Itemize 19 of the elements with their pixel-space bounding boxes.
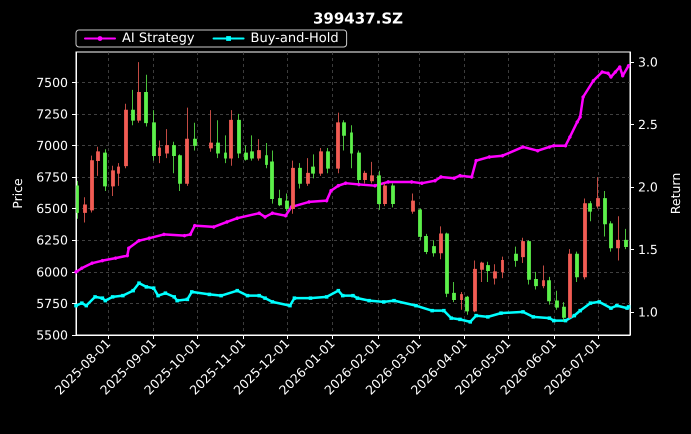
y-tick-label: 6250 xyxy=(36,232,68,248)
y-tick-label: 5750 xyxy=(36,296,68,311)
y-tick-label: 7250 xyxy=(36,106,68,122)
y-axis-title: Price xyxy=(10,178,25,209)
y-tick-label: 5500 xyxy=(36,328,68,342)
y2-tick-label: 2.5 xyxy=(638,116,658,132)
y-tick-label: 7000 xyxy=(36,138,68,153)
y-tick-label: 6750 xyxy=(36,170,68,185)
y2-tick-label: 1.5 xyxy=(638,242,658,257)
y2-axis-title: Return xyxy=(668,172,683,214)
legend-label: AI Strategy xyxy=(122,31,195,46)
legend-label: Buy-and-Hold xyxy=(250,31,339,46)
y-tick-label: 6500 xyxy=(36,201,68,216)
y2-tick-label: 3.0 xyxy=(638,54,658,70)
y2-tick-label: 2.0 xyxy=(638,179,658,194)
y2-tick-label: 1.0 xyxy=(638,304,658,320)
y-tick-label: 7500 xyxy=(36,74,68,90)
y-tick-label: 6000 xyxy=(36,264,68,280)
chart-title: 399437.SZ xyxy=(313,10,404,28)
